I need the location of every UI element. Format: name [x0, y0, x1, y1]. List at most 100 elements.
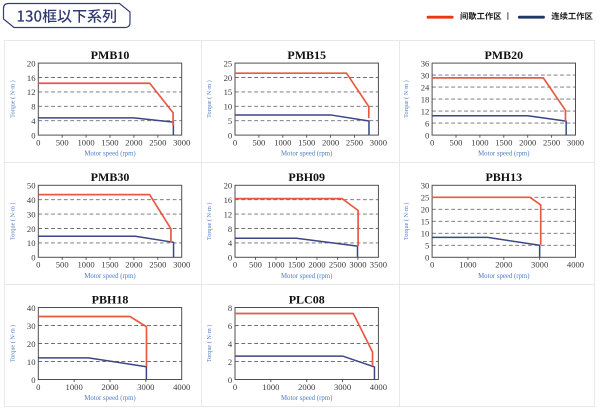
svg-text:20: 20	[224, 73, 233, 83]
svg-text:2500: 2500	[543, 137, 560, 147]
svg-text:1500: 1500	[495, 137, 512, 147]
svg-text:0: 0	[430, 137, 434, 147]
svg-text:0: 0	[36, 260, 40, 270]
svg-text:Torque ( N·m ): Torque ( N·m )	[403, 203, 410, 241]
svg-text:1000: 1000	[471, 137, 488, 147]
svg-text:2500: 2500	[149, 260, 166, 270]
svg-text:6: 6	[228, 321, 233, 331]
svg-text:10: 10	[27, 238, 36, 248]
svg-text:0: 0	[228, 375, 232, 385]
svg-text:2500: 2500	[329, 260, 346, 270]
svg-text:PMB10: PMB10	[91, 48, 130, 62]
svg-text:3000: 3000	[349, 260, 366, 270]
svg-text:4: 4	[228, 339, 233, 349]
svg-text:15: 15	[421, 217, 430, 227]
svg-text:Motor speed (rpm): Motor speed (rpm)	[478, 273, 529, 280]
svg-text:2000: 2000	[125, 260, 142, 270]
svg-text:3500: 3500	[370, 260, 387, 270]
svg-text:PBH13: PBH13	[485, 170, 522, 184]
svg-text:500: 500	[450, 137, 463, 147]
svg-text:15: 15	[224, 87, 233, 97]
svg-text:Torque ( N·m ): Torque ( N·m )	[403, 80, 410, 118]
svg-text:Torque ( N·m ): Torque ( N·m )	[206, 80, 213, 118]
svg-text:2000: 2000	[322, 137, 339, 147]
svg-text:2500: 2500	[346, 137, 363, 147]
svg-text:18: 18	[421, 94, 430, 104]
svg-text:50: 50	[27, 181, 36, 191]
svg-text:Torque ( N·m ): Torque ( N·m )	[206, 325, 213, 363]
svg-text:20: 20	[224, 181, 233, 191]
svg-text:1500: 1500	[288, 260, 305, 270]
svg-text:1000: 1000	[262, 382, 279, 392]
svg-text:20: 20	[27, 58, 36, 68]
svg-text:40: 40	[27, 195, 36, 205]
svg-text:Motor speed (rpm): Motor speed (rpm)	[84, 151, 135, 158]
svg-text:Torque ( N·m ): Torque ( N·m )	[9, 325, 16, 363]
svg-text:20: 20	[421, 205, 430, 215]
svg-text:4000: 4000	[567, 260, 584, 270]
svg-text:36: 36	[421, 58, 430, 68]
svg-text:2000: 2000	[495, 260, 512, 270]
svg-text:16: 16	[224, 195, 233, 205]
svg-text:500: 500	[56, 260, 69, 270]
svg-text:PBH18: PBH18	[92, 292, 129, 306]
svg-text:500: 500	[249, 260, 262, 270]
svg-text:Torque ( N·m ): Torque ( N·m )	[206, 203, 213, 241]
svg-text:3000: 3000	[137, 382, 154, 392]
svg-text:PMB20: PMB20	[484, 48, 523, 62]
svg-text:0: 0	[430, 260, 434, 270]
svg-text:1000: 1000	[274, 137, 291, 147]
svg-text:0: 0	[31, 375, 35, 385]
svg-text:1000: 1000	[459, 260, 476, 270]
svg-text:0: 0	[228, 253, 232, 263]
svg-text:4: 4	[31, 116, 36, 126]
svg-text:PLC08: PLC08	[289, 292, 325, 306]
svg-text:6: 6	[425, 118, 430, 128]
svg-text:0: 0	[233, 137, 237, 147]
svg-text:Motor speed (rpm): Motor speed (rpm)	[281, 395, 332, 402]
svg-text:Torque ( N·m ): Torque ( N·m )	[9, 80, 16, 118]
svg-text:25: 25	[224, 58, 233, 68]
svg-text:30: 30	[421, 181, 430, 191]
svg-text:0: 0	[425, 253, 429, 263]
svg-text:1500: 1500	[298, 137, 315, 147]
svg-text:3000: 3000	[173, 260, 190, 270]
svg-text:2000: 2000	[519, 137, 536, 147]
svg-text:1000: 1000	[66, 382, 83, 392]
svg-text:24: 24	[421, 82, 430, 92]
svg-text:PMB15: PMB15	[287, 48, 326, 62]
svg-text:0: 0	[233, 260, 237, 270]
svg-text:0: 0	[228, 130, 232, 140]
svg-text:2500: 2500	[149, 137, 166, 147]
svg-text:0: 0	[31, 253, 35, 263]
svg-text:3000: 3000	[531, 260, 548, 270]
svg-text:2000: 2000	[101, 382, 118, 392]
svg-text:5: 5	[228, 116, 232, 126]
svg-text:16: 16	[27, 73, 36, 83]
svg-text:0: 0	[31, 130, 35, 140]
svg-text:20: 20	[27, 224, 36, 234]
svg-text:8: 8	[31, 102, 35, 112]
svg-text:25: 25	[421, 193, 430, 203]
svg-text:500: 500	[252, 137, 265, 147]
svg-text:0: 0	[233, 382, 237, 392]
svg-text:2000: 2000	[125, 137, 142, 147]
svg-text:Motor speed (rpm): Motor speed (rpm)	[478, 151, 529, 158]
svg-text:4000: 4000	[370, 382, 387, 392]
svg-text:12: 12	[27, 87, 36, 97]
svg-text:3000: 3000	[334, 382, 351, 392]
svg-text:30: 30	[27, 321, 36, 331]
svg-text:5: 5	[425, 241, 429, 251]
svg-text:1500: 1500	[101, 137, 118, 147]
svg-text:PMB30: PMB30	[91, 170, 130, 184]
svg-text:2000: 2000	[298, 382, 315, 392]
svg-text:Motor speed (rpm): Motor speed (rpm)	[84, 273, 135, 280]
svg-text:Motor speed (rpm): Motor speed (rpm)	[281, 151, 332, 158]
svg-text:20: 20	[27, 339, 36, 349]
svg-text:40: 40	[27, 303, 36, 313]
svg-text:PBH09: PBH09	[288, 170, 325, 184]
svg-text:3000: 3000	[370, 137, 387, 147]
svg-text:2000: 2000	[308, 260, 325, 270]
svg-text:30: 30	[421, 70, 430, 80]
svg-text:0: 0	[36, 137, 40, 147]
